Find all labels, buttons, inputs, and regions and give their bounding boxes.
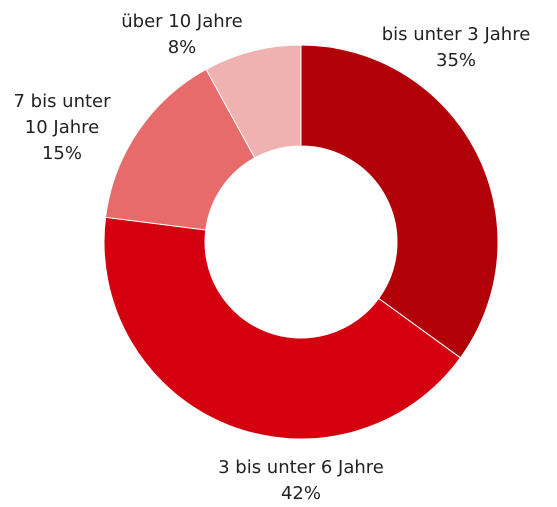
slice-label: 7 bis unter 10 Jahre 15% [0,89,125,167]
slice-label: bis unter 3 Jahre 35% [382,22,531,74]
donut-slice [300,44,499,359]
category-label: 7 bis unter 10 Jahre [13,91,111,138]
donut-slice [205,44,302,159]
category-label: über 10 Jahre [121,11,243,32]
category-label: bis unter 3 Jahre [381,24,531,45]
value-label: 8% [167,37,197,58]
category-label: 3 bis unter 6 Jahre [218,457,384,478]
value-label: 42% [280,483,321,504]
value-label: 15% [41,143,82,164]
donut-slice [103,216,462,440]
slice-label: 3 bis unter 6 Jahre 42% [218,455,384,507]
value-label: 35% [435,50,477,71]
slice-label: über 10 Jahre 8% [121,9,242,61]
